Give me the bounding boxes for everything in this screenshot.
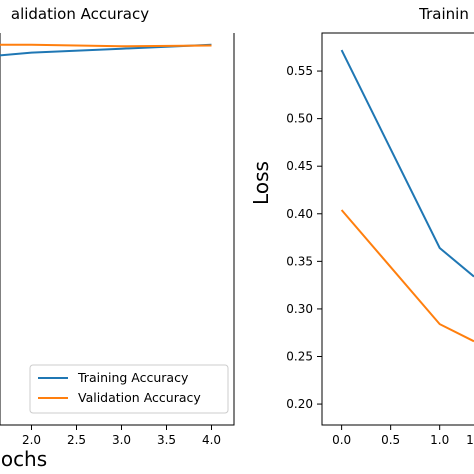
left-x-tick-label: 2.5 [67, 433, 86, 447]
left-chart-title: alidation Accuracy [11, 5, 149, 23]
right-x-tick-label: 0.0 [332, 433, 351, 447]
right-x-tick-label: 1 [466, 433, 474, 447]
left-plot-area [0, 33, 235, 426]
left-x-ticks: 2.0 2.5 3.0 3.5 4.0 [22, 425, 221, 447]
left-axes-frame [0, 33, 235, 426]
right-x-tick-label: 0.5 [381, 433, 400, 447]
right-y-tick-label: 0.40 [286, 207, 313, 221]
right-plot-area [321, 32, 474, 426]
left-legend: Training Accuracy Validation Accuracy [29, 364, 229, 414]
left-series-lines [0, 43, 212, 57]
right-y-tick-label: 0.50 [286, 112, 313, 126]
right-x-ticks: 0.0 0.5 1.0 1 [332, 425, 474, 447]
right-y-tick-label: 0.30 [286, 302, 313, 316]
right-y-tick-label: 0.20 [286, 397, 313, 411]
right-axes-frame [321, 32, 474, 426]
right-y-ticks: 0.55 0.50 0.45 0.40 0.35 0.30 0.25 0.20 [286, 64, 322, 411]
right-y-tick-label: 0.25 [286, 349, 313, 363]
right-y-axis-label: Loss [249, 161, 273, 205]
right-x-tick-label: 1.0 [430, 433, 449, 447]
legend-label-validation-accuracy: Validation Accuracy [78, 390, 201, 405]
left-x-tick-label: 2.0 [22, 433, 41, 447]
right-series-validation-loss [340, 209, 474, 343]
left-x-tick-label: 4.0 [202, 433, 221, 447]
right-series-training-loss [340, 49, 474, 278]
right-series-lines [340, 49, 474, 343]
legend-label-training-accuracy: Training Accuracy [77, 370, 189, 385]
left-x-axis-label: ochs [1, 447, 47, 471]
left-x-tick-label: 3.0 [112, 433, 131, 447]
left-series-validation-accuracy [0, 43, 212, 48]
right-y-tick-label: 0.45 [286, 159, 313, 173]
legend-box [29, 364, 229, 414]
right-chart-title: Trainin [418, 5, 469, 23]
right-y-tick-label: 0.55 [286, 64, 313, 78]
right-y-tick-label: 0.35 [286, 254, 313, 268]
left-x-tick-label: 3.5 [157, 433, 176, 447]
